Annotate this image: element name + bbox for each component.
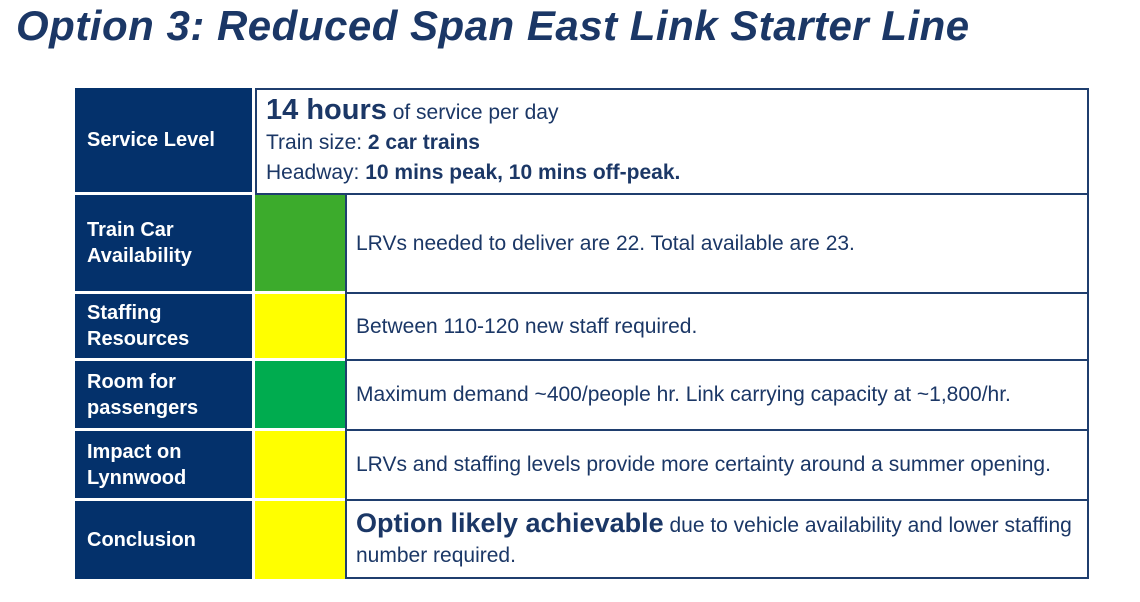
option-summary-table: Service Level 14 hours of service per da… — [75, 88, 1089, 579]
row-content: LRVs and staffing levels provide more ce… — [345, 431, 1089, 501]
row-label-train-car-availability: Train Car Availability — [75, 195, 255, 294]
conclusion-verdict: Option likely achievable — [356, 507, 664, 538]
table-row-train-car-availability: Train Car Availability LRVs needed to de… — [75, 195, 1089, 294]
status-cell-yellow — [255, 431, 345, 501]
row-label-staffing-resources: Staffing Resources — [75, 294, 255, 361]
table-row-service-level: Service Level 14 hours of service per da… — [75, 88, 1089, 195]
row-content-text: LRVs needed to deliver are 22. Total ava… — [356, 231, 855, 255]
conclusion-content: Option likely achievable due to vehicle … — [345, 501, 1089, 579]
table-row-room-for-passengers: Room for passengers Maximum demand ~400/… — [75, 361, 1089, 431]
table-row-impact-on-lynnwood: Impact on Lynnwood LRVs and staffing lev… — [75, 431, 1089, 501]
row-content: LRVs needed to deliver are 22. Total ava… — [345, 195, 1089, 294]
row-label-text: Train Car Availability — [87, 219, 192, 267]
train-size-prefix: Train size: — [266, 131, 368, 154]
status-cell-green — [255, 361, 345, 431]
headway-value: 10 mins peak, 10 mins off-peak. — [365, 161, 681, 184]
headway-line: Headway: 10 mins peak, 10 mins off-peak. — [266, 158, 1075, 188]
table-row-conclusion: Conclusion Option likely achievable due … — [75, 501, 1089, 579]
row-content: Maximum demand ~400/people hr. Link carr… — [345, 361, 1089, 431]
service-hours-value: 14 hours — [266, 94, 387, 126]
row-content-text: LRVs and staffing levels provide more ce… — [356, 453, 1051, 476]
status-cell-green — [255, 195, 345, 294]
row-label-text: Service Level — [87, 129, 215, 151]
train-size-value: 2 car trains — [367, 131, 480, 154]
page-title: Option 3: Reduced Span East Link Starter… — [16, 2, 970, 49]
row-content: Between 110-120 new staff required. — [345, 294, 1089, 361]
conclusion-reason: due to vehicle availability and lower st… — [356, 513, 1072, 567]
headway-prefix: Headway: — [266, 161, 366, 184]
row-label-conclusion: Conclusion — [75, 501, 255, 579]
row-label-impact-on-lynnwood: Impact on Lynnwood — [75, 431, 255, 501]
train-size-line: Train size: 2 car trains — [266, 128, 1075, 158]
service-hours-line: 14 hours of service per day — [266, 95, 1075, 128]
service-hours-rest: of service per day — [386, 101, 559, 124]
row-content-text: Maximum demand ~400/people hr. Link carr… — [356, 383, 1011, 406]
status-cell-yellow — [255, 294, 345, 361]
row-label-text: Conclusion — [87, 529, 196, 551]
conclusion-text: Option likely achievable due to vehicle … — [356, 508, 1075, 571]
row-content-text: Between 110-120 new staff required. — [356, 314, 698, 338]
row-label-service-level: Service Level — [75, 88, 255, 195]
row-label-text: Impact on Lynnwood — [87, 440, 187, 489]
table-row-staffing-resources: Staffing Resources Between 110-120 new s… — [75, 294, 1089, 361]
service-level-details: 14 hours of service per day Train size: … — [255, 88, 1089, 195]
status-cell-yellow — [255, 501, 345, 579]
row-label-room-for-passengers: Room for passengers — [75, 361, 255, 431]
row-label-text: Staffing Resources — [87, 302, 190, 350]
row-label-text: Room for passengers — [87, 370, 199, 419]
